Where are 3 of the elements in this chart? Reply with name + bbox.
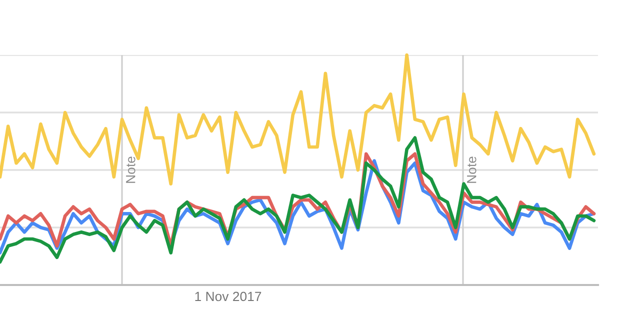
annotation: Note	[126, 156, 136, 183]
text: 1 Nov 2017	[195, 292, 262, 302]
annotation: Note	[467, 156, 476, 183]
